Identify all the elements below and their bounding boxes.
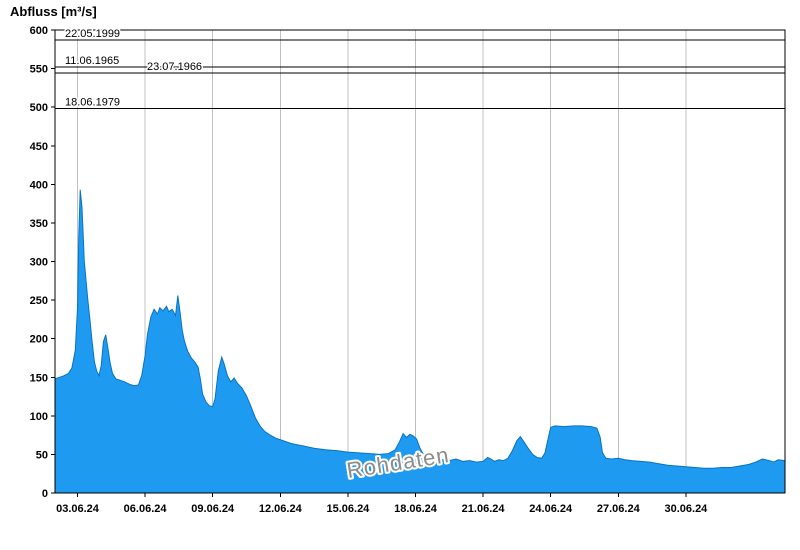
x-tick-label: 15.06.24 (326, 503, 370, 515)
y-tick-label: 550 (30, 64, 48, 76)
x-tick-label: 21.06.24 (462, 503, 506, 515)
y-tick-label: 450 (30, 141, 48, 153)
y-tick-label: 200 (30, 334, 48, 346)
x-tick-label: 24.06.24 (529, 503, 573, 515)
y-tick-label: 150 (30, 372, 48, 384)
x-tick-label: 03.06.24 (56, 503, 100, 515)
y-tick-label: 400 (30, 179, 48, 191)
y-tick-label: 0 (42, 488, 48, 500)
reference-line-label: 22.05.1999 (65, 28, 120, 40)
y-tick-label: 250 (30, 295, 48, 307)
reference-line-label: 11.06.1965 (65, 55, 119, 67)
x-tick-label: 30.06.24 (664, 503, 708, 515)
discharge-area (55, 189, 785, 493)
y-tick-label: 600 (30, 25, 48, 37)
y-axis-title: Abfluss [m³/s] (10, 4, 97, 19)
discharge-line (54, 189, 786, 469)
y-tick-label: 50 (36, 449, 48, 461)
y-tick-label: 300 (30, 257, 48, 269)
y-tick-label: 350 (30, 218, 48, 230)
x-tick-label: 27.06.24 (597, 503, 641, 515)
y-tick-label: 500 (30, 102, 48, 114)
reference-line-label: 23.07.1966 (147, 61, 202, 73)
x-tick-label: 06.06.24 (124, 503, 168, 515)
reference-line-label: 18.06.1979 (65, 97, 120, 109)
y-tick-label: 100 (30, 411, 48, 423)
x-tick-label: 18.06.24 (394, 503, 438, 515)
x-tick-label: 12.06.24 (259, 503, 303, 515)
x-tick-label: 09.06.24 (191, 503, 235, 515)
